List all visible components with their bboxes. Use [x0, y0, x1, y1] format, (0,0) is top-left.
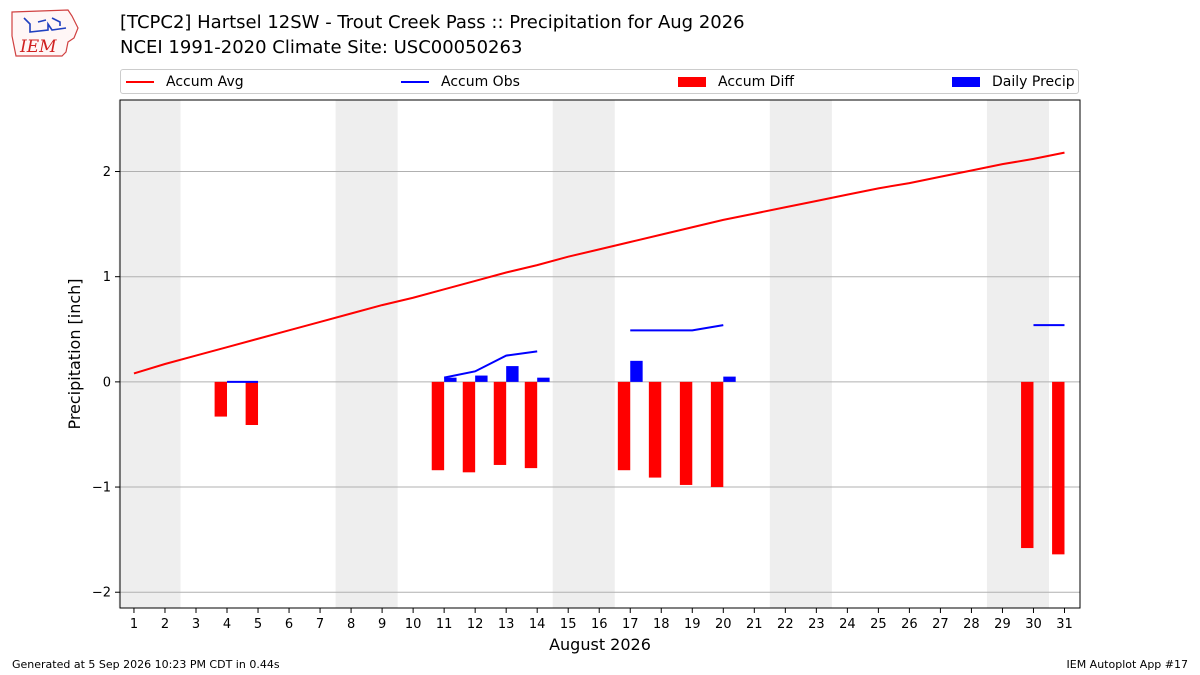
accum-diff-bar: [431, 381, 445, 471]
x-tick-label: 22: [777, 617, 794, 632]
chart-title: [TCPC2] Hartsel 12SW - Trout Creek Pass …: [120, 12, 745, 33]
legend-label: Daily Precip: [992, 73, 1075, 90]
accum-diff-bar: [1021, 381, 1034, 549]
weather-station-icon: [23, 17, 67, 33]
x-tick-label: 27: [932, 617, 949, 632]
x-tick-label: 2: [161, 617, 169, 632]
weekend-band: [769, 100, 832, 608]
daily-precip-bar: [537, 377, 550, 382]
x-tick-label: 17: [622, 617, 639, 632]
legend-swatch-accum-avg: [126, 80, 154, 83]
x-tick-label: 21: [746, 617, 763, 632]
accum-obs-line: [443, 350, 538, 379]
x-tick-label: 11: [436, 617, 453, 632]
x-tick-label: 9: [378, 617, 386, 632]
x-tick-label: 18: [653, 617, 670, 632]
weekend-band: [986, 100, 1049, 608]
y-tick-label: −1: [92, 481, 111, 496]
legend-item-accum-obs: Accum Obs: [401, 70, 520, 93]
accum-diff-bar: [1052, 381, 1065, 555]
accum-avg-line: [133, 151, 1065, 375]
plot-area: [118, 100, 1080, 608]
legend-item-daily-precip: Daily Precip: [952, 70, 1075, 93]
x-tick-label: 15: [560, 617, 577, 632]
x-tick-label: 23: [808, 617, 825, 632]
daily-precip-bar: [506, 366, 519, 382]
daily-precip-bar: [475, 375, 488, 382]
accum-obs-line: [630, 324, 724, 332]
legend-swatch-accum-obs: [401, 80, 429, 83]
x-tick-label: 30: [1025, 617, 1042, 632]
chart-subtitle: NCEI 1991-2020 Climate Site: USC00050263: [120, 37, 523, 58]
legend-label: Accum Obs: [441, 73, 520, 90]
accum-diff-bar: [462, 381, 476, 473]
chart-legend: Accum Avg Accum Obs Accum Diff Daily Pre…: [120, 69, 1079, 94]
daily-precip-bar: [630, 360, 643, 382]
accum-diff-bar: [648, 381, 662, 478]
x-tick-label: 29: [994, 617, 1011, 632]
x-tick-label: 10: [405, 617, 422, 632]
y-tick-label: −2: [92, 586, 111, 601]
accum-diff-bar: [245, 381, 259, 425]
axes-frame: [119, 99, 1081, 609]
logo-text: IEM: [19, 37, 57, 57]
x-tick-label: 3: [192, 617, 200, 632]
weekend-band: [118, 100, 181, 608]
x-tick-label: 28: [963, 617, 980, 632]
legend-item-accum-diff: Accum Diff: [678, 70, 794, 93]
x-tick-label: 19: [684, 617, 701, 632]
accum-diff-bar: [617, 381, 631, 471]
accum-diff-bar: [710, 381, 724, 488]
x-tick-label: 14: [529, 617, 546, 632]
legend-label: Accum Avg: [166, 73, 244, 90]
legend-swatch-accum-diff: [678, 76, 706, 87]
legend-label: Accum Diff: [718, 73, 795, 90]
iem-logo: IEM: [11, 9, 79, 57]
x-tick-label: 4: [223, 617, 231, 632]
x-tick-label: 26: [901, 617, 918, 632]
x-tick-label: 7: [316, 617, 324, 632]
x-tick-label: 20: [715, 617, 732, 632]
y-axis-label: Precipitation [inch]: [65, 278, 84, 429]
x-tick-label: 16: [591, 617, 608, 632]
y-tick-label: 0: [103, 375, 111, 390]
x-tick-label: 24: [839, 617, 856, 632]
weekend-band: [552, 100, 615, 608]
x-tick-label: 6: [285, 617, 293, 632]
x-tick-label: 31: [1056, 617, 1073, 632]
weekend-band: [335, 100, 398, 608]
daily-precip-bar: [444, 377, 457, 382]
legend-swatch-daily-precip: [952, 76, 980, 87]
x-tick-label: 13: [498, 617, 515, 632]
generated-timestamp: Generated at 5 Sep 2026 10:23 PM CDT in …: [12, 658, 280, 671]
daily-precip-bar: [723, 376, 736, 382]
x-tick-label: 8: [347, 617, 355, 632]
x-tick-label: 12: [467, 617, 484, 632]
accum-diff-bar: [524, 381, 538, 469]
app-label: IEM Autoplot App #17: [1066, 658, 1189, 671]
accum-diff-bar: [214, 381, 228, 417]
legend-item-accum-avg: Accum Avg: [126, 70, 244, 93]
y-tick-label: 1: [103, 270, 111, 285]
x-axis-label: August 2026: [549, 635, 651, 654]
y-tick-label: 2: [103, 165, 111, 180]
x-tick-label: 25: [870, 617, 887, 632]
x-tick-label: 1: [130, 617, 138, 632]
x-tick-label: 5: [254, 617, 262, 632]
accum-diff-bar: [679, 381, 693, 485]
accum-diff-bar: [493, 381, 507, 465]
